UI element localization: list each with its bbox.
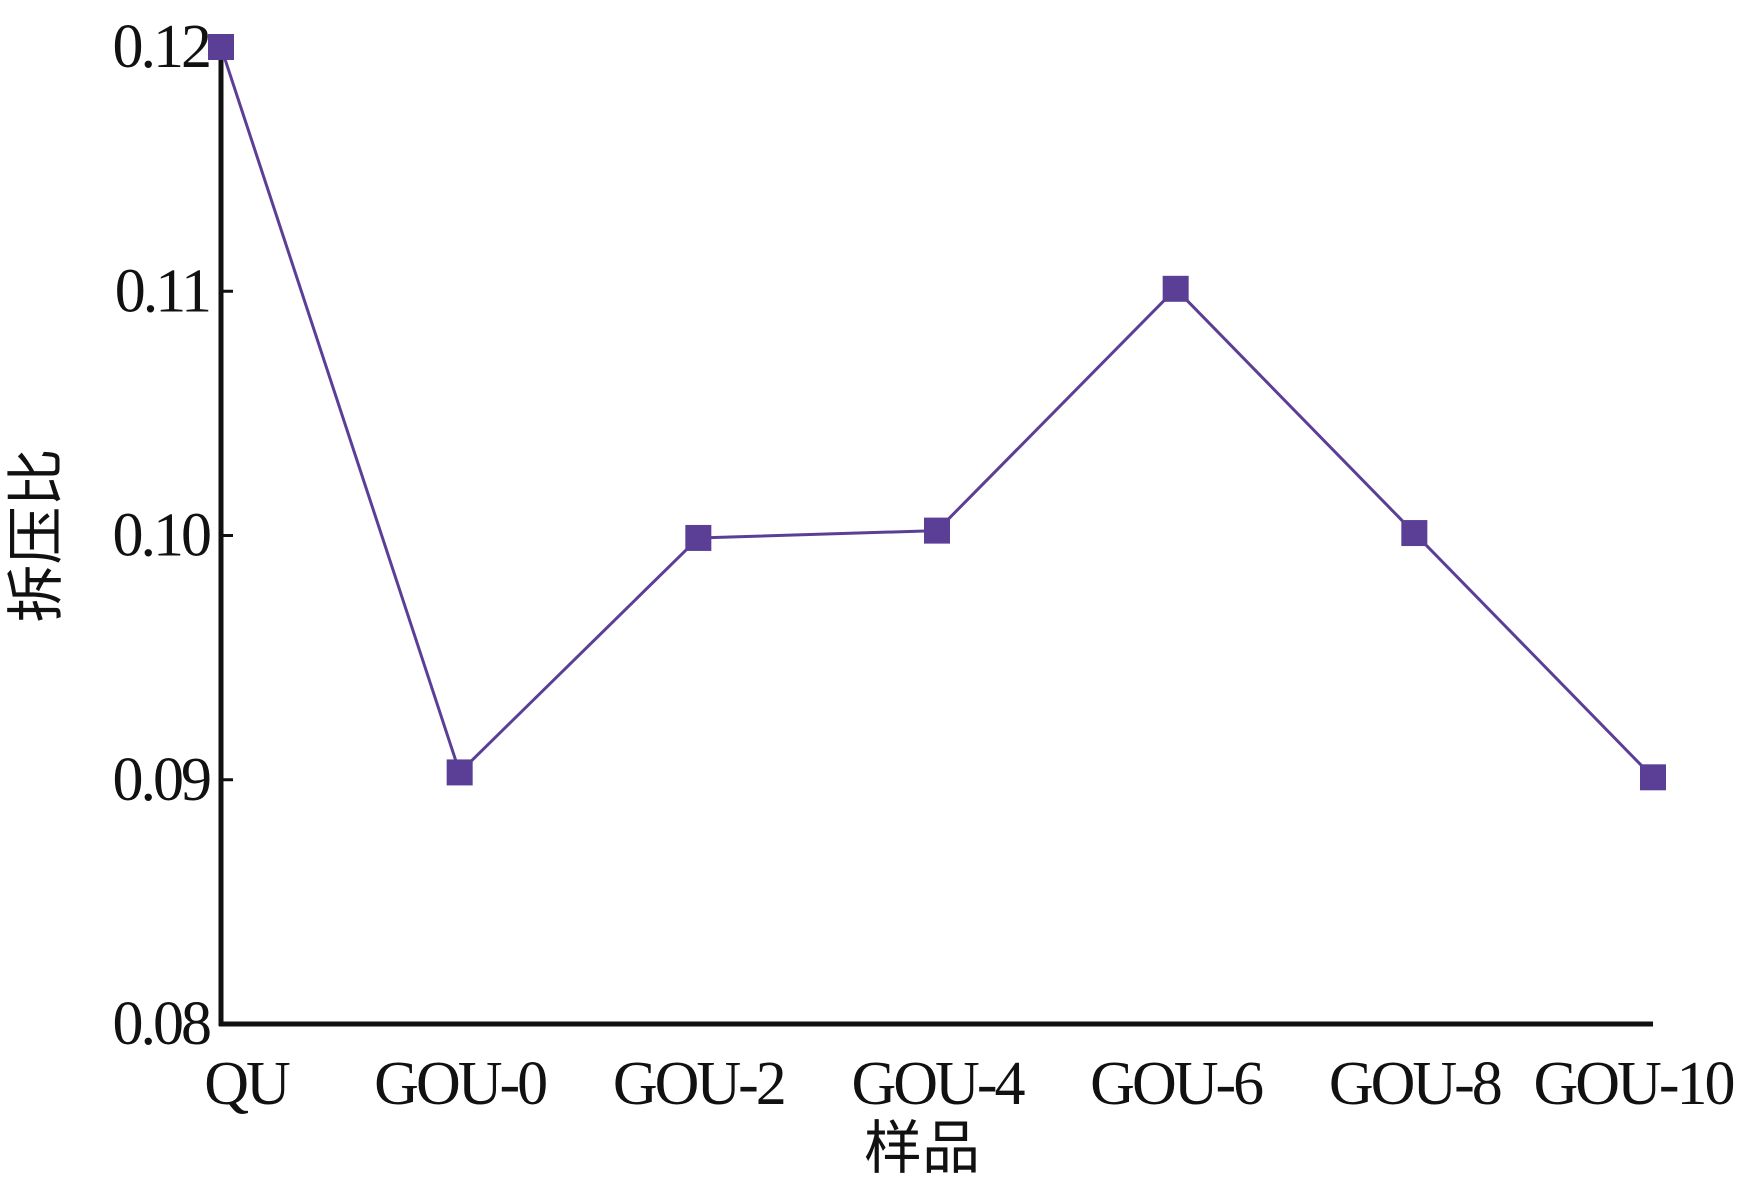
data-point-marker (1640, 764, 1666, 791)
data-point-marker (685, 524, 712, 551)
x-tick-label: GOU-6 (1090, 1050, 1263, 1118)
series-line (219, 46, 1655, 779)
x-tick-label: QU (204, 1050, 290, 1118)
y-tick-label: 0.08 (113, 990, 211, 1058)
x-tick-label: GOU-8 (1329, 1050, 1501, 1118)
data-point-marker (1162, 275, 1189, 302)
x-tick-label: GOU-0 (374, 1050, 546, 1118)
x-axis-title: 样品 (864, 1114, 980, 1181)
data-point-marker (208, 34, 234, 60)
data-point-marker (446, 759, 473, 786)
y-tick-label: 0.12 (113, 13, 210, 81)
x-tick-label: GOU-2 (613, 1050, 784, 1118)
y-tick-label: 0.11 (115, 257, 209, 325)
y-tick-label: 0.10 (113, 502, 211, 570)
data-point-marker (1401, 520, 1428, 547)
data-point-marker (924, 517, 950, 544)
x-tick-label: GOU-10 (1534, 1050, 1734, 1118)
y-tick-label: 0.09 (113, 746, 211, 814)
series-layer (208, 34, 1666, 791)
x-tick-label: GOU-4 (852, 1050, 1026, 1118)
y-axis-title: 拆压比 (2, 448, 70, 622)
y-axis-ticks: 0.08 0.09 0.10 0.11 0.12 (113, 13, 233, 1058)
x-axis-ticks: QU GOU-0 GOU-2 GOU-4 GOU-6 GOU-8 GOU-10 (204, 1050, 1736, 1118)
